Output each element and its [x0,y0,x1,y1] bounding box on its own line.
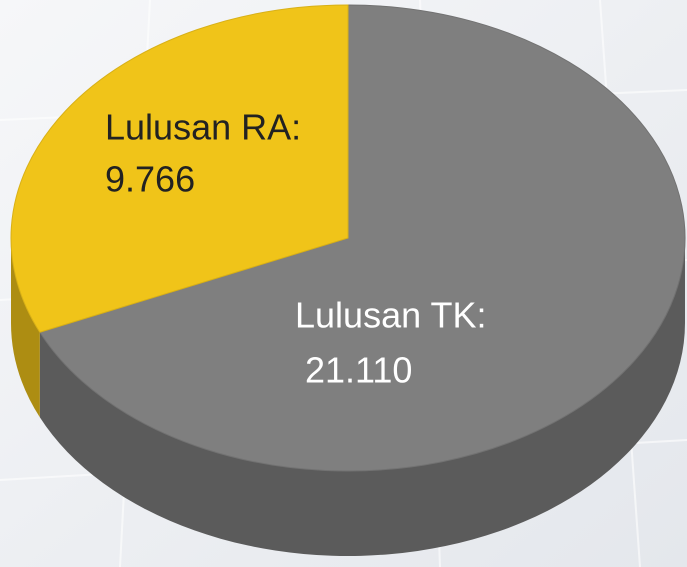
slice-label: Lulusan TK: [295,295,486,336]
value-label: 9.766 [105,159,195,200]
value-label: 21.110 [305,350,412,391]
page: {"chart_data": {"type": "pie", "categori… [0,0,687,567]
pie [11,5,685,556]
chart: Lulusan RA: 9.766 Lulusan TK: 21.110 [0,0,687,567]
slice-label: Lulusan RA: [105,107,301,148]
